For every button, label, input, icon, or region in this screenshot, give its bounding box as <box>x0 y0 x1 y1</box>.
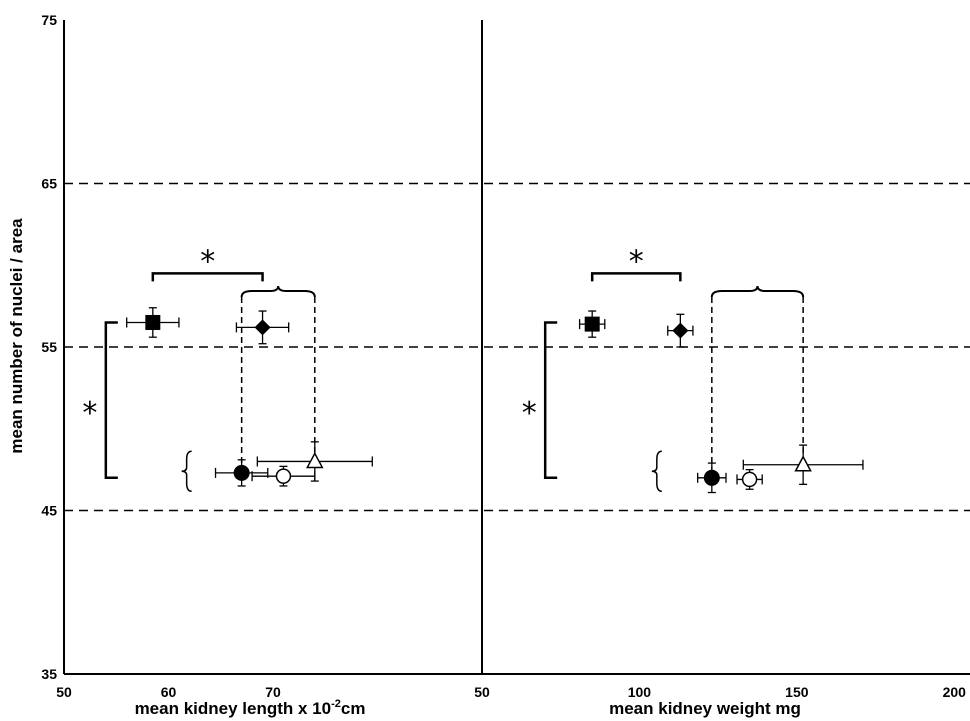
marker-filled-square <box>145 314 161 330</box>
x-axis-title-left-main: mean kidney length x 10 <box>135 699 332 718</box>
marker-filled-diamond <box>672 322 689 339</box>
marker-open-triangle <box>306 451 324 469</box>
tick-labels: 35 45 55 65 75 50 60 70 50 100 150 200 <box>41 12 966 700</box>
group-brace-left-right <box>651 450 662 493</box>
significance-bracket-horizontal-right <box>590 272 682 282</box>
significance-star-left-right: * <box>522 396 537 431</box>
significance-star-top-left: * <box>200 244 215 279</box>
significance-bracket-vertical-right <box>543 321 558 480</box>
marker-open-circle <box>275 468 292 484</box>
data-point-open-triangle-right <box>742 444 864 485</box>
y-tick-label-2: 55 <box>41 339 57 355</box>
significance-star-top-right: * <box>629 244 644 279</box>
x-tick-label-right-3: 200 <box>943 684 967 700</box>
y-tick-label-1: 45 <box>41 503 57 519</box>
data-point-filled-diamond-left <box>235 310 290 345</box>
data-point-open-triangle-left <box>256 441 373 482</box>
y-tick-label-4: 75 <box>41 12 57 28</box>
significance-bracket-vertical-left <box>104 321 118 480</box>
data-point-filled-circle-right <box>697 462 727 494</box>
x-axis-title-left-unit: cm <box>341 699 366 718</box>
data-point-filled-square-left <box>126 307 180 338</box>
marker-filled-circle <box>233 464 250 481</box>
marker-filled-diamond <box>254 319 271 336</box>
data-marks <box>126 307 864 494</box>
group-brace-top-right <box>710 285 805 298</box>
significance-bracket-horizontal-left <box>151 272 264 282</box>
data-point-filled-square-right <box>578 310 606 338</box>
group-brace-top-left <box>240 285 316 298</box>
x-tick-label-left-2: 70 <box>265 684 281 700</box>
marker-filled-square <box>584 316 600 332</box>
x-tick-label-left-0: 50 <box>56 684 72 700</box>
x-tick-label-right-1: 100 <box>628 684 652 700</box>
y-tick-label-3: 65 <box>41 176 57 192</box>
marker-filled-circle <box>703 469 720 486</box>
reference-lines <box>64 182 970 512</box>
x-axis-title-left-sup: -2 <box>331 698 341 710</box>
marker-open-triangle <box>794 455 812 472</box>
y-tick-label-0: 35 <box>41 666 57 682</box>
group-brace-left-left <box>181 450 192 493</box>
data-point-filled-diamond-right <box>667 313 694 348</box>
marker-open-circle <box>741 471 758 488</box>
x-tick-label-right-2: 150 <box>785 684 809 700</box>
annotations: * * * * <box>82 244 805 493</box>
x-tick-label-left-1: 60 <box>161 684 177 700</box>
data-point-filled-circle-left <box>214 459 269 487</box>
y-axis-title: mean number of nuclei / area <box>7 218 26 454</box>
x-axis-title-right: mean kidney weight mg <box>609 699 801 718</box>
data-point-open-circle-right <box>736 468 763 490</box>
x-axis-title-left: mean kidney length x 10-2cm <box>135 698 366 718</box>
significance-star-left-left: * <box>82 396 97 431</box>
x-tick-label-right-0: 50 <box>474 684 490 700</box>
data-point-open-circle-left <box>251 465 316 487</box>
